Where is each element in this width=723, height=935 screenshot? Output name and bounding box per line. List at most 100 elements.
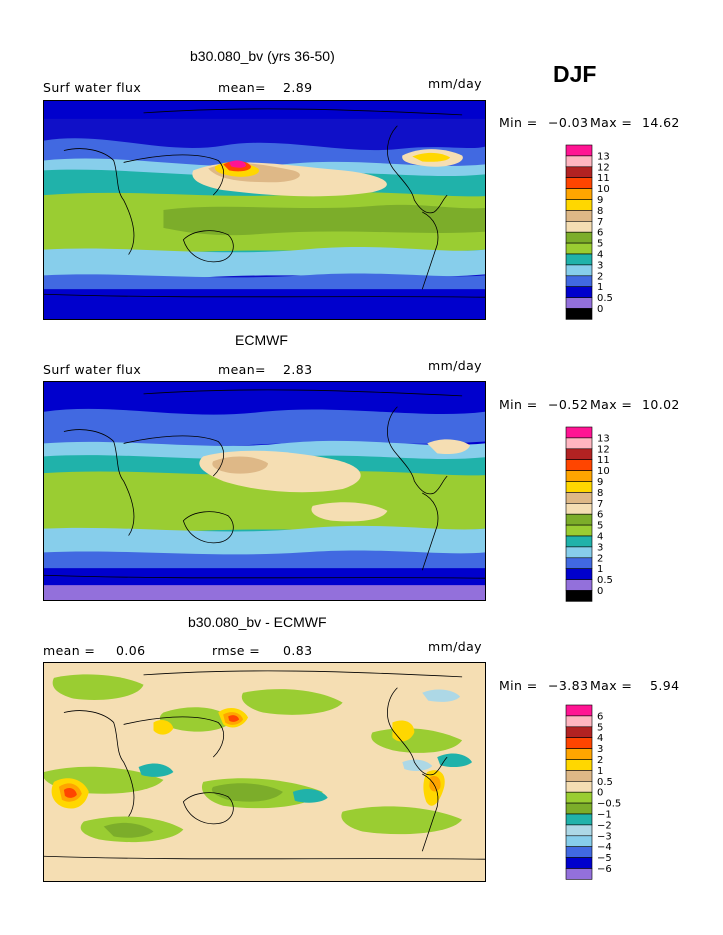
colorbar-tick-label: 3 [597,260,603,271]
panel-1-max-label: Max = [590,115,633,130]
colorbar-tick-label: 6 [597,228,603,239]
colorbar-swatch [565,503,593,515]
colorbar-swatch [565,481,593,493]
colorbar-tick-label: 4 [597,532,603,543]
panel-1-colorbar: 13 12 11 10 9 8 7 6 5 4 3 2 1 0.5 0 [565,144,626,320]
colorbar-tick-label: 4 [597,250,603,261]
colorbar-tick-label: 10 [597,184,610,195]
colorbar-tick-label: 3 [597,542,603,553]
colorbar-swatch [565,835,593,848]
colorbar-swatch [565,579,593,591]
panel-3-units: mm/day [428,639,482,654]
panel-3-title: b30.080_bv - ECMWF [188,614,327,630]
colorbar-swatch [565,590,593,602]
panel-1-units: mm/day [428,76,482,91]
colorbar-swatch [565,426,593,439]
colorbar-tick-label: 12 [597,444,610,455]
colorbar-swatch [565,737,593,749]
colorbar-tick-label: 12 [597,162,610,173]
panel-2-max-value: 10.02 [642,397,680,412]
colorbar-swatch [565,857,593,869]
colorbar-swatch [565,791,593,804]
colorbar-swatch [565,546,593,559]
colorbar-tick-label: 0.5 [597,575,613,586]
colorbar-tick-label: −1 [597,810,612,821]
colorbar-swatch [565,221,593,233]
colorbar-tick-label: 6 [597,711,603,722]
colorbar-swatch [565,770,593,782]
colorbar-swatch [565,286,593,298]
colorbar-swatch [565,199,593,211]
colorbar-swatch [565,557,593,570]
panel-3-min-value: −3.83 [548,678,589,693]
colorbar-swatch [565,824,593,837]
season-label: DJF [553,61,597,87]
colorbar-swatch [565,726,593,738]
colorbar-tick-label: 3 [597,744,603,755]
panel-2-colorbar: 13 12 11 10 9 8 7 6 5 4 3 2 1 0.5 0 [565,426,626,602]
colorbar-tick-label: 8 [597,488,603,499]
colorbar-swatch [565,535,593,548]
colorbar-tick-label: 11 [597,173,610,184]
colorbar-tick-label: 0.5 [597,777,613,788]
colorbar-tick-label: 0 [597,304,603,315]
panel-3-min-label: Min = [499,678,538,693]
colorbar-tick-label: −2 [597,820,612,831]
colorbar-swatch [565,144,593,157]
colorbar-swatch [565,242,593,255]
colorbar-swatch [565,568,593,580]
colorbar-swatch [565,715,593,728]
colorbar-swatch [565,813,593,826]
colorbar-tick-label: 0 [597,788,603,799]
panel-3-rmse-label: rmse = [212,643,261,658]
colorbar-tick-label: 5 [597,521,603,532]
colorbar-tick-label: 1 [597,282,603,293]
colorbar-swatch [565,155,593,168]
colorbar-swatch [565,513,593,526]
colorbar-swatch [565,177,593,189]
colorbar-swatch [565,759,593,771]
colorbar-tick-label: 7 [597,499,603,510]
colorbar-tick-label: 6 [597,510,603,521]
colorbar-swatch [565,308,593,320]
panel-2-units: mm/day [428,358,482,373]
colorbar-tick-label: −0.5 [597,799,621,810]
panel-1-mean-value: 2.89 [283,80,313,95]
panel-3-mean-value: 0.06 [116,643,146,658]
colorbar-swatch [565,524,593,537]
panel-3-max-label: Max = [590,678,633,693]
panel-2-mean-value: 2.83 [283,362,313,377]
colorbar-tick-label: 13 [597,151,610,162]
panel-2-min-value: −0.52 [548,397,589,412]
colorbar-swatch [565,846,593,858]
colorbar-tick-label: −3 [597,831,612,842]
colorbar-tick-label: 11 [597,455,610,466]
colorbar-tick-label: 13 [597,433,610,444]
panel-3-map [43,662,486,882]
colorbar-swatch [565,210,593,222]
colorbar-tick-label: 10 [597,466,610,477]
colorbar-tick-label: 0.5 [597,293,613,304]
panel-1-map [43,100,486,320]
colorbar-swatch [565,166,593,178]
colorbar-tick-label: −4 [597,842,612,853]
colorbar-swatch [565,253,593,266]
colorbar-swatch [565,704,593,717]
colorbar-tick-label: 2 [597,271,603,282]
panel-1-max-value: 14.62 [642,115,680,130]
colorbar-swatch [565,188,593,200]
colorbar-tick-label: −5 [597,853,612,864]
colorbar-tick-label: 1 [597,766,603,777]
panel-2-mean-label: mean= [218,362,266,377]
colorbar-swatch [565,459,593,471]
colorbar-tick-label: 7 [597,217,603,228]
colorbar-tick-label: 2 [597,755,603,766]
panel-2-variable-label: Surf water flux [43,362,142,377]
colorbar-swatch [565,231,593,244]
colorbar-swatch [565,264,593,277]
colorbar-swatch [565,297,593,309]
panel-1-min-value: −0.03 [548,115,589,130]
